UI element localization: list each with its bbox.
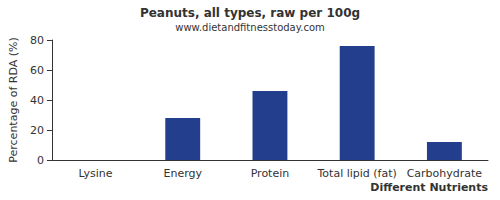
svg-text:Percentage of RDA (%): Percentage of RDA (%) xyxy=(7,37,20,162)
svg-text:0: 0 xyxy=(37,154,44,167)
svg-text:Protein: Protein xyxy=(251,167,290,180)
svg-text:20: 20 xyxy=(30,124,44,137)
svg-text:Peanuts, all types, raw per 10: Peanuts, all types, raw per 100g xyxy=(140,6,360,20)
svg-text:80: 80 xyxy=(30,34,44,47)
svg-text:Different Nutrients: Different Nutrients xyxy=(370,181,488,194)
svg-text:Total lipid (fat): Total lipid (fat) xyxy=(317,167,397,180)
svg-text:Lysine: Lysine xyxy=(78,167,112,180)
svg-text:60: 60 xyxy=(30,64,44,77)
svg-text:Carbohydrate: Carbohydrate xyxy=(407,167,483,180)
svg-text:Energy: Energy xyxy=(163,167,202,180)
svg-text:www.dietandfitnesstoday.com: www.dietandfitnesstoday.com xyxy=(175,22,324,33)
svg-text:40: 40 xyxy=(30,94,44,107)
